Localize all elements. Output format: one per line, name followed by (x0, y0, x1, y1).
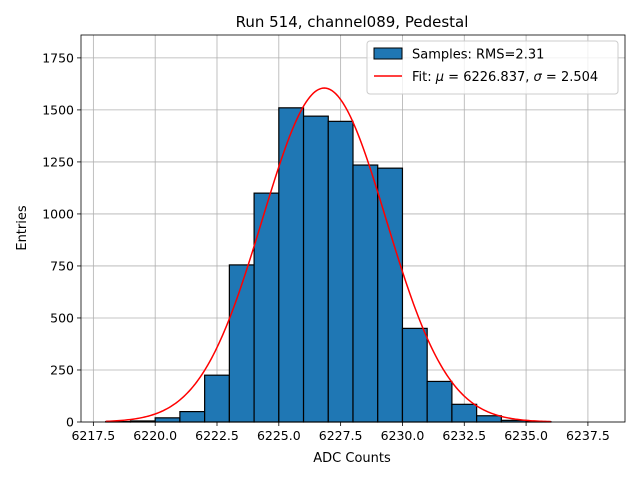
x-tick-label: 6235.0 (504, 428, 548, 443)
histogram-bar (476, 415, 502, 423)
x-axis-label: ADC Counts (313, 451, 391, 466)
histogram-bar (401, 327, 428, 423)
plot-frame (80, 34, 626, 423)
legend-fit-prefix: Fit: (412, 70, 436, 85)
legend-fit-separator: , (525, 70, 533, 85)
y-tick-label: 1000 (42, 206, 74, 221)
legend-histogram-label: Samples: RMS=2.31 (412, 48, 544, 63)
y-tick-label: 750 (50, 258, 74, 273)
y-tick-label: 1250 (42, 154, 74, 169)
histogram-bar (451, 403, 478, 423)
histogram-bar (179, 410, 206, 423)
y-axis-ticks: 0 250 500 750 1000 1250 1500 1750 (42, 50, 81, 430)
histogram-bar (302, 115, 329, 423)
x-tick-label: 6237.5 (566, 428, 610, 443)
y-tick-label: 1750 (42, 50, 74, 65)
histogram-bar (154, 417, 181, 423)
x-tick-label: 6230.0 (381, 428, 425, 443)
histogram-bar (228, 264, 255, 423)
histogram-bars (105, 107, 552, 423)
y-tick-label: 250 (50, 362, 74, 377)
histogram-bar (204, 374, 230, 423)
x-tick-label: 6217.5 (71, 428, 115, 443)
legend-fit-mu-symbol: μ (435, 70, 444, 85)
histogram-bar (352, 164, 379, 423)
legend: Samples: RMS=2.31 Fit: μ = 6226.837, σ =… (366, 40, 619, 95)
fit-curve (105, 87, 551, 423)
y-tick-label: 0 (66, 415, 74, 430)
legend-fit-mu-value: 6226.837 (463, 70, 525, 85)
histogram-bar (327, 120, 354, 423)
x-tick-label: 6222.5 (195, 428, 239, 443)
y-tick-label: 500 (50, 310, 74, 325)
legend-fit-equals-1: = (444, 70, 463, 85)
x-axis-ticks: 6217.5 6220.0 6222.5 6225.0 6227.5 6230.0 6232… (71, 422, 610, 443)
legend-fit-label: Fit: μ = 6226.837, σ = 2.504 (412, 70, 598, 85)
histogram-bar (253, 192, 280, 423)
legend-box (366, 40, 619, 95)
y-tick-label: 1500 (42, 102, 74, 117)
legend-fit-equals-2: = (542, 70, 561, 85)
x-tick-label: 6220.0 (133, 428, 177, 443)
legend-fit-sigma-value: 2.504 (561, 70, 598, 85)
x-tick-label: 6232.5 (442, 428, 486, 443)
y-axis-label: Entries (15, 205, 30, 251)
x-tick-label: 6225.0 (257, 428, 301, 443)
legend-fit-sigma-symbol: σ (534, 70, 543, 85)
legend-histogram-swatch (373, 47, 403, 60)
histogram-bar (426, 380, 453, 423)
x-tick-label: 6227.5 (319, 428, 363, 443)
chart-title: Run 514, channel089, Pedestal (236, 13, 469, 31)
